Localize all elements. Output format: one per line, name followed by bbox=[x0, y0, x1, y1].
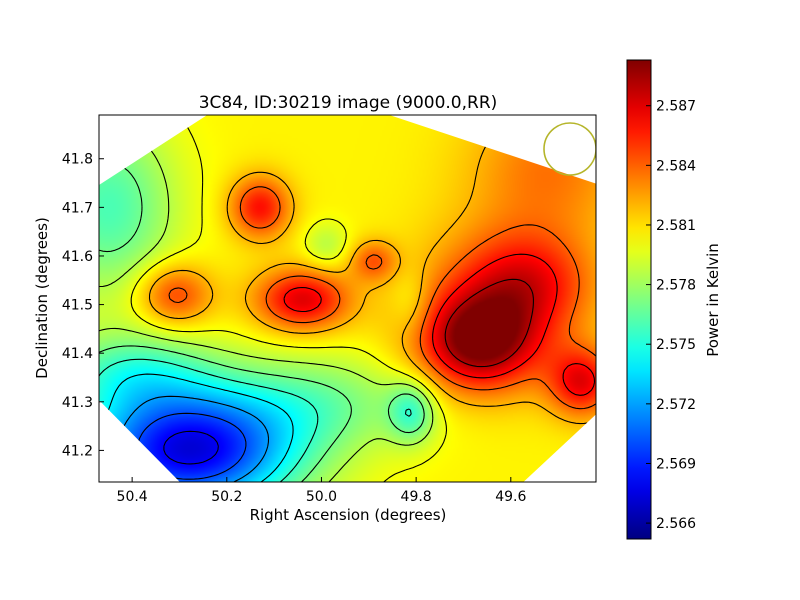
colorbar-tick-label: 2.578 bbox=[656, 278, 696, 294]
colorbar-tick: 2.566 bbox=[646, 516, 696, 532]
colorbar-tick: 2.584 bbox=[646, 158, 696, 174]
x-tick-label: 50.2 bbox=[211, 489, 242, 505]
colorbar-tick: 2.578 bbox=[646, 278, 696, 294]
colorbar-label: Power in Kelvin bbox=[704, 243, 722, 357]
plot-frame bbox=[98, 114, 597, 483]
colorbar-tick-label: 2.572 bbox=[656, 397, 696, 413]
y-tick: 41.4 bbox=[62, 346, 104, 362]
colorbar-tick-label: 2.581 bbox=[656, 218, 696, 234]
x-tick: 49.8 bbox=[401, 477, 432, 505]
y-tick: 41.7 bbox=[62, 200, 104, 216]
x-tick: 50.2 bbox=[211, 477, 242, 505]
x-axis-label: Right Ascension (degrees) bbox=[250, 506, 447, 524]
y-tick: 41.3 bbox=[62, 395, 104, 411]
colorbar-tick: 2.572 bbox=[646, 397, 696, 413]
colorbar-tick-label: 2.584 bbox=[656, 158, 696, 174]
y-tick-label: 41.8 bbox=[62, 152, 93, 168]
colorbar-tick: 2.569 bbox=[646, 456, 696, 472]
y-tick: 41.6 bbox=[62, 249, 104, 265]
colorbar-tick: 2.587 bbox=[646, 99, 696, 115]
colorbar-ticks: 2.566 2.569 2.572 2.575 2.578 2.581 2.58… bbox=[646, 99, 696, 532]
colorbar-tick-label: 2.587 bbox=[656, 99, 696, 115]
colorbar-tick-label: 2.566 bbox=[656, 516, 696, 532]
colorbar-tick: 2.581 bbox=[646, 218, 696, 234]
contour-line bbox=[99, 358, 412, 482]
contour-line bbox=[444, 278, 534, 368]
y-axis-label: Declination (degrees) bbox=[33, 217, 51, 379]
x-tick-label: 49.6 bbox=[495, 489, 526, 505]
x-tick-label: 50.0 bbox=[306, 489, 337, 505]
y-tick-label: 41.3 bbox=[62, 395, 93, 411]
x-tick-label: 49.8 bbox=[401, 489, 432, 505]
contour-lines bbox=[99, 115, 596, 482]
y-tick-label: 41.2 bbox=[62, 443, 93, 459]
colorbar-tick-label: 2.569 bbox=[656, 456, 696, 472]
y-tick-label: 41.7 bbox=[62, 200, 93, 216]
y-axis: 41.2 41.3 41.4 41.5 41.6 41.7 41.8 bbox=[62, 152, 104, 459]
y-tick-label: 41.6 bbox=[62, 249, 93, 265]
x-tick: 49.6 bbox=[495, 477, 526, 505]
contour-line bbox=[168, 186, 596, 410]
colorbar: 2.566 2.569 2.572 2.575 2.578 2.581 2.58… bbox=[626, 59, 722, 540]
y-tick: 41.8 bbox=[62, 152, 104, 168]
x-tick: 50.4 bbox=[117, 477, 148, 505]
y-tick-label: 41.5 bbox=[62, 298, 93, 314]
x-tick-label: 50.4 bbox=[117, 489, 148, 505]
y-tick-label: 41.4 bbox=[62, 346, 93, 362]
contour-line bbox=[163, 430, 219, 465]
x-tick: 50.0 bbox=[306, 477, 337, 505]
colorbar-gradient bbox=[626, 59, 652, 540]
colorbar-tick-label: 2.575 bbox=[656, 337, 696, 353]
plot-area bbox=[98, 114, 597, 483]
colorbar-tick: 2.575 bbox=[646, 337, 696, 353]
chart-title: 3C84, ID:30219 image (9000.0,RR) bbox=[199, 93, 498, 113]
y-tick: 41.5 bbox=[62, 298, 104, 314]
x-axis: 50.4 50.2 50.0 49.8 49.6 bbox=[117, 477, 526, 505]
y-tick: 41.2 bbox=[62, 443, 104, 459]
heatmap-image bbox=[99, 115, 596, 482]
contour-line bbox=[283, 253, 596, 396]
beam-circle bbox=[543, 122, 596, 176]
